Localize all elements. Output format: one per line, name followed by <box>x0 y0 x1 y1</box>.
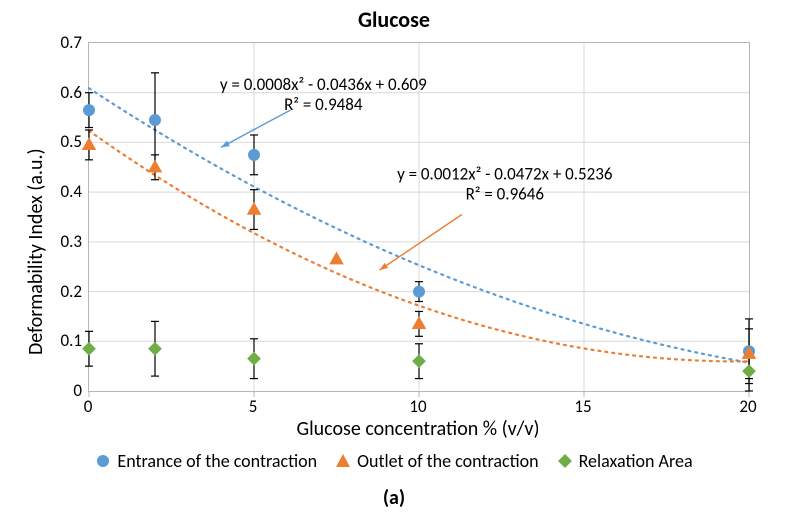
legend-item-entrance: Entrance of the contraction <box>95 450 317 472</box>
legend-label: Outlet of the contraction <box>357 450 538 472</box>
x-tick-label: 5 <box>233 396 273 417</box>
svg-text:R² = 0.9484: R² = 0.9484 <box>284 94 363 115</box>
marker-entrance <box>83 104 95 116</box>
legend: Entrance of the contraction Outlet of th… <box>0 450 788 472</box>
marker-entrance <box>248 149 260 161</box>
marker-outlet <box>412 316 427 329</box>
marker-entrance <box>149 114 161 126</box>
marker-relax <box>82 342 96 356</box>
svg-text:y = 0.0012x² - 0.0472x + 0.523: y = 0.0012x² - 0.0472x + 0.5236 <box>397 164 613 185</box>
annotation-arrowhead <box>379 263 388 270</box>
legend-item-relax: Relaxation Area <box>557 450 693 472</box>
marker-outlet <box>82 137 97 150</box>
svg-text:y = 0.0008x² - 0.0436x + 0.609: y = 0.0008x² - 0.0436x + 0.609 <box>220 74 427 95</box>
x-tick-label: 15 <box>563 396 603 417</box>
y-tick-label: 0.3 <box>36 231 82 252</box>
plot-area: y = 0.0008x² - 0.0436x + 0.609R² = 0.948… <box>88 42 750 392</box>
marker-relax <box>742 364 756 378</box>
marker-outlet <box>148 160 163 173</box>
subcaption: (a) <box>0 486 788 510</box>
annotation-arrow <box>221 110 290 147</box>
marker-relax <box>148 342 162 356</box>
legend-label: Relaxation Area <box>579 450 693 472</box>
y-tick-label: 0.6 <box>36 82 82 103</box>
svg-text:R² = 0.9646: R² = 0.9646 <box>466 184 545 205</box>
marker-entrance <box>413 286 425 298</box>
y-tick-label: 0.1 <box>36 330 82 351</box>
x-tick-label: 20 <box>728 396 768 417</box>
marker-relax <box>247 352 261 366</box>
circle-icon <box>95 453 111 469</box>
marker-relax <box>412 354 426 368</box>
chart-container: Glucose Deformability Index (a.u.) y = 0… <box>0 0 788 520</box>
marker-outlet <box>247 202 262 215</box>
equation-annotation: y = 0.0008x² - 0.0436x + 0.609R² = 0.948… <box>220 74 427 115</box>
annotation-arrowhead <box>221 141 230 148</box>
x-tick-label: 10 <box>398 396 438 417</box>
y-tick-label: 0.7 <box>36 32 82 53</box>
triangle-icon <box>335 453 351 469</box>
y-tick-label: 0.5 <box>36 131 82 152</box>
y-tick-label: 0.2 <box>36 281 82 302</box>
y-tick-label: 0.4 <box>36 181 82 202</box>
chart-title: Glucose <box>0 6 788 33</box>
legend-item-outlet: Outlet of the contraction <box>335 450 538 472</box>
diamond-icon <box>557 453 573 469</box>
x-tick-label: 0 <box>68 396 108 417</box>
marker-outlet <box>329 252 344 265</box>
legend-label: Entrance of the contraction <box>117 450 317 472</box>
x-axis-label: Glucose concentration % (v/v) <box>88 417 748 441</box>
equation-annotation: y = 0.0012x² - 0.0472x + 0.5236R² = 0.96… <box>397 164 613 205</box>
